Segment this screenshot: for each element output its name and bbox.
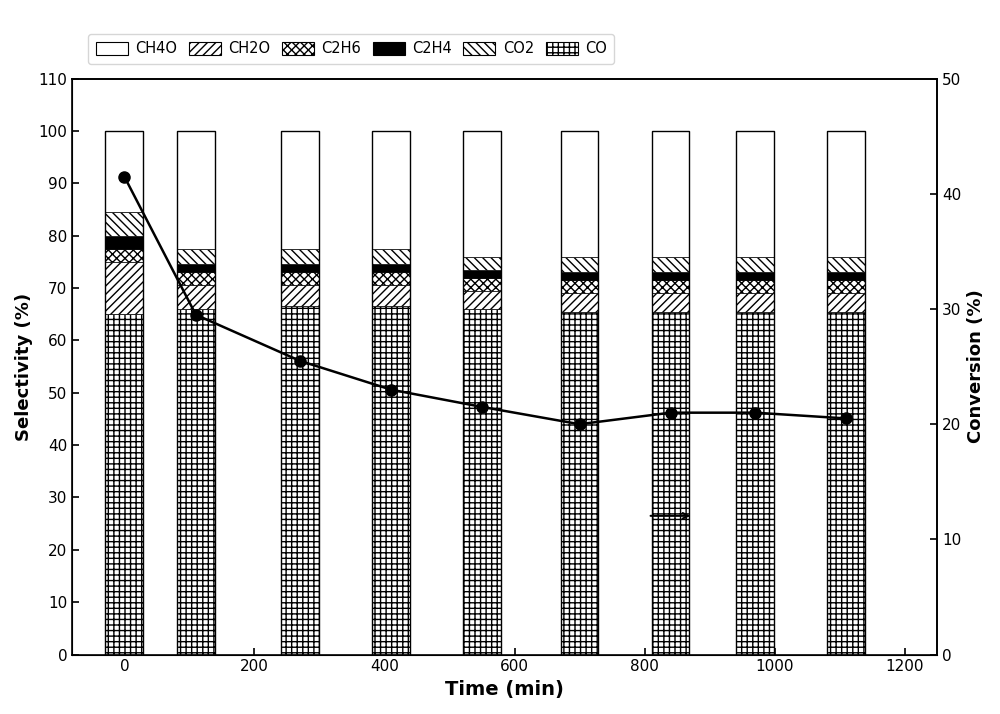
- Y-axis label: Selectivity (%): Selectivity (%): [15, 293, 33, 441]
- Legend: CH4O, CH2O, C2H6, C2H4, CO2, CO: CH4O, CH2O, C2H6, C2H4, CO2, CO: [88, 34, 614, 64]
- Bar: [372, 131, 410, 655]
- Bar: [105, 262, 143, 314]
- Bar: [463, 131, 501, 655]
- Bar: [652, 272, 689, 280]
- Bar: [463, 270, 501, 278]
- Bar: [827, 131, 865, 256]
- Bar: [827, 311, 865, 655]
- Bar: [372, 248, 410, 264]
- Bar: [652, 280, 689, 293]
- Bar: [827, 272, 865, 280]
- Bar: [463, 256, 501, 270]
- Bar: [561, 293, 598, 311]
- Bar: [736, 280, 774, 293]
- Bar: [561, 256, 598, 272]
- Bar: [105, 248, 143, 262]
- Bar: [372, 131, 410, 248]
- Bar: [652, 293, 689, 311]
- Bar: [281, 131, 319, 248]
- Bar: [105, 236, 143, 248]
- Bar: [827, 280, 865, 293]
- Bar: [463, 278, 501, 291]
- Bar: [827, 131, 865, 655]
- Y-axis label: Conversion (%): Conversion (%): [967, 290, 985, 443]
- Bar: [372, 264, 410, 272]
- Bar: [177, 131, 215, 655]
- Bar: [281, 272, 319, 286]
- X-axis label: Time (min): Time (min): [445, 680, 564, 699]
- Bar: [652, 131, 689, 655]
- Bar: [652, 256, 689, 272]
- Bar: [281, 264, 319, 272]
- Bar: [736, 131, 774, 655]
- Bar: [281, 248, 319, 264]
- Bar: [463, 309, 501, 655]
- Bar: [177, 131, 215, 248]
- Bar: [827, 293, 865, 311]
- Bar: [177, 309, 215, 655]
- Bar: [652, 131, 689, 256]
- Bar: [561, 280, 598, 293]
- Bar: [281, 131, 319, 655]
- Bar: [561, 272, 598, 280]
- Bar: [177, 272, 215, 286]
- Bar: [463, 291, 501, 309]
- Bar: [105, 131, 143, 212]
- Bar: [177, 264, 215, 272]
- Bar: [177, 248, 215, 264]
- Bar: [561, 311, 598, 655]
- Bar: [281, 286, 319, 306]
- Bar: [827, 256, 865, 272]
- Bar: [105, 212, 143, 236]
- Bar: [736, 293, 774, 311]
- Bar: [105, 314, 143, 655]
- Bar: [372, 306, 410, 655]
- Bar: [736, 256, 774, 272]
- Bar: [736, 131, 774, 256]
- Bar: [372, 272, 410, 286]
- Bar: [463, 131, 501, 256]
- Bar: [736, 272, 774, 280]
- Bar: [105, 131, 143, 655]
- Bar: [736, 311, 774, 655]
- Bar: [561, 131, 598, 655]
- Bar: [177, 286, 215, 309]
- Bar: [652, 311, 689, 655]
- Bar: [281, 306, 319, 655]
- Bar: [372, 286, 410, 306]
- Bar: [561, 131, 598, 256]
